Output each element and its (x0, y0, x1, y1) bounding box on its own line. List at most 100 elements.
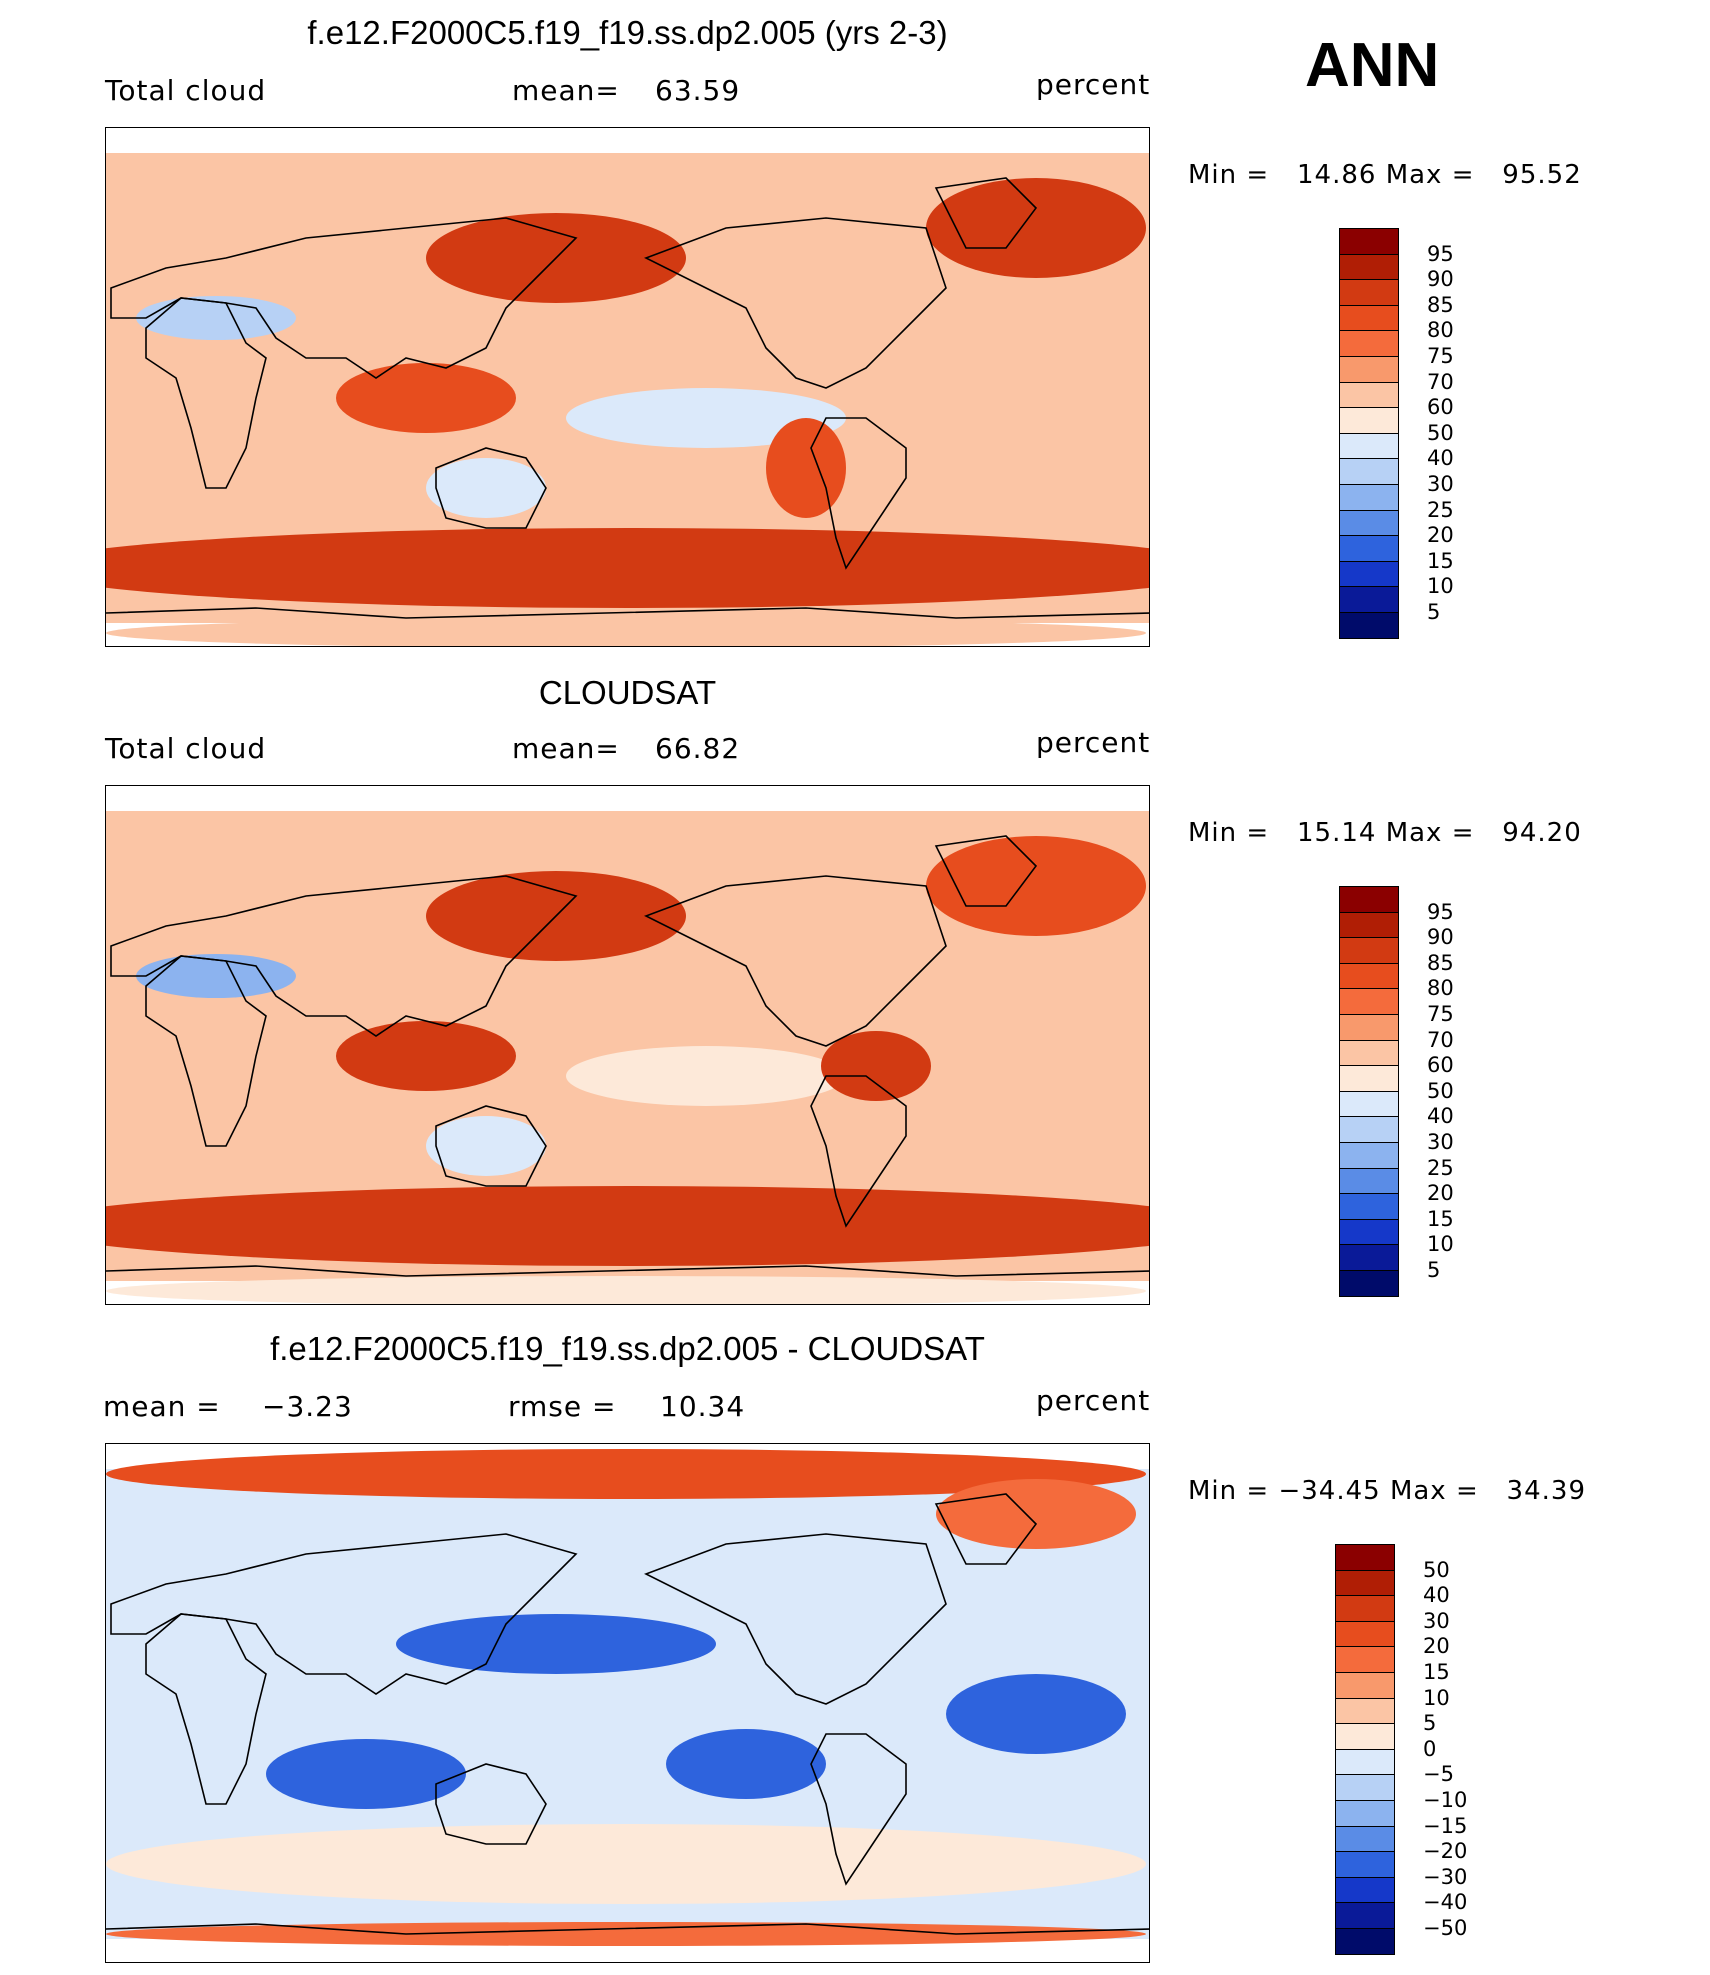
coastline (934, 835, 1038, 907)
colorbar-swatch (1336, 1698, 1394, 1725)
colorbar-tick-label: 75 (1427, 1002, 1454, 1026)
coastline (435, 1763, 547, 1845)
coastline (644, 875, 947, 1047)
colorbar-tick-label: −20 (1423, 1839, 1468, 1864)
colorbar-tick-label: 30 (1423, 1608, 1450, 1633)
min-value: −34.45 (1278, 1476, 1381, 1506)
colorbar-tick-label: −5 (1423, 1762, 1454, 1787)
colorbar-swatches (1339, 886, 1399, 1297)
region-antarctic-coast (106, 1922, 1146, 1946)
colorbar-tick-label: 90 (1427, 925, 1454, 950)
panel-title: f.e12.F2000C5.f19_f19.ss.dp2.005 (yrs 2-… (307, 14, 948, 51)
colorbar-tick-label: 70 (1427, 369, 1454, 394)
coastline (644, 217, 947, 389)
colorbar-swatch (1336, 1800, 1394, 1827)
colorbar-tick-label: −40 (1423, 1890, 1468, 1915)
colorbar: 50 40 30 20 15 10 5 0 −5 −10 −15 −20 −30 −40 −50 (1335, 1544, 1467, 1955)
colorbar-swatch (1336, 1596, 1394, 1622)
coastline (934, 1493, 1038, 1565)
region-southern-ocean-band (106, 528, 1149, 608)
colorbar-swatch (1340, 331, 1398, 357)
colorbar-swatch (1340, 1066, 1398, 1092)
colorbar-swatch (1340, 1142, 1398, 1169)
min-value: 15.14 (1296, 818, 1377, 848)
colorbar-swatch (1340, 887, 1398, 913)
colorbar-swatch (1340, 1091, 1398, 1118)
region-antarctica (106, 1276, 1146, 1304)
colorbar-tick-label: 5 (1423, 1711, 1437, 1736)
colorbar-swatch (1340, 408, 1398, 434)
region-sahara (136, 296, 296, 340)
difference-map (105, 1443, 1150, 1963)
colorbar-swatches (1339, 228, 1399, 639)
region-southern-ocean-band (106, 1186, 1149, 1266)
colorbar-tick-label: 60 (1427, 1053, 1454, 1078)
coastline (810, 1733, 907, 1886)
colorbar-swatch (1340, 1168, 1398, 1195)
colorbar-swatch (1340, 1014, 1398, 1041)
colorbar-tick-label: 90 (1427, 267, 1454, 292)
colorbar-tick-label: −30 (1423, 1864, 1468, 1889)
colorbar-tick-label: 5 (1427, 1258, 1441, 1282)
colorbar-tick-label: 25 (1427, 1155, 1454, 1180)
colorbar-tick-label: 10 (1427, 1232, 1454, 1257)
colorbar-swatch (1340, 912, 1398, 939)
colorbar-tick-label: 40 (1427, 1104, 1454, 1129)
colorbar-swatch (1340, 433, 1398, 460)
region-north-atlantic-storm-track (926, 178, 1146, 278)
colorbar-swatches (1335, 1544, 1395, 1955)
colorbar-swatch (1340, 254, 1398, 281)
colorbar-swatch (1340, 536, 1398, 562)
colorbar-tick-label: 95 (1427, 241, 1454, 266)
colorbar-swatch (1336, 1852, 1394, 1878)
min-value: 14.86 (1296, 160, 1377, 190)
max-value: 94.20 (1502, 818, 1582, 848)
colorbar-swatch (1340, 356, 1398, 383)
region-western-pacific-itcz (396, 1614, 716, 1674)
colorbar-swatch (1340, 280, 1398, 306)
coastline (110, 217, 578, 379)
coastline (110, 1533, 578, 1695)
colorbar: 95 90 85 80 75 70 60 50 40 30 25 20 15 10 5 (1339, 886, 1454, 1297)
colorbar-tick-label: 10 (1427, 574, 1454, 599)
coastline (110, 875, 578, 1037)
colorbar-swatch (1336, 1647, 1394, 1673)
colorbar-swatch (1336, 1749, 1394, 1776)
colorbar-swatch (1336, 1928, 1394, 1955)
region-sahara (136, 954, 296, 998)
colorbar-swatch (1340, 459, 1398, 485)
region-southeast-pacific (666, 1729, 826, 1799)
colorbar-swatch (1336, 1826, 1394, 1853)
coastline (435, 1105, 547, 1187)
rmse-label: rmse = (508, 1390, 617, 1423)
colorbar-tick-label: 75 (1427, 344, 1454, 368)
region-equatorial-central-pacific (566, 1046, 846, 1106)
coastline (106, 1265, 1149, 1277)
colorbar-tick-label: 50 (1423, 1557, 1450, 1582)
min-label: Min = (1188, 160, 1270, 190)
colorbar-tick-label: 30 (1427, 1130, 1454, 1154)
units-label: percent (1036, 1384, 1151, 1417)
colorbar-swatch (1336, 1724, 1394, 1750)
min-max-stats: Min = 15.14 Max = 94.20 (1188, 818, 1582, 848)
coastline (644, 1533, 947, 1705)
variable-label: Total cloud (105, 732, 267, 765)
region-north-atlantic-storm-track (926, 836, 1146, 936)
region-australia (426, 458, 546, 518)
colorbar-swatch (1336, 1775, 1394, 1801)
colorbar-tick-label: 20 (1427, 523, 1454, 548)
colorbar-swatch (1340, 1270, 1398, 1297)
colorbar-swatch (1340, 989, 1398, 1015)
mean-label: mean= (512, 74, 620, 107)
region-equatorial-central-pacific (566, 388, 846, 448)
colorbar-swatch (1340, 587, 1398, 613)
region-amazon (821, 1031, 931, 1101)
colorbar-tick-label: 20 (1423, 1634, 1450, 1659)
obs-map (105, 785, 1150, 1305)
colorbar-tick-label: 40 (1427, 446, 1454, 471)
rmse-value: 10.34 (660, 1390, 746, 1423)
season-label: ANN (1305, 31, 1440, 100)
max-value: 34.39 (1506, 1476, 1586, 1506)
colorbar-tick-label: 40 (1423, 1583, 1450, 1608)
colorbar-tick-label: 95 (1427, 899, 1454, 924)
